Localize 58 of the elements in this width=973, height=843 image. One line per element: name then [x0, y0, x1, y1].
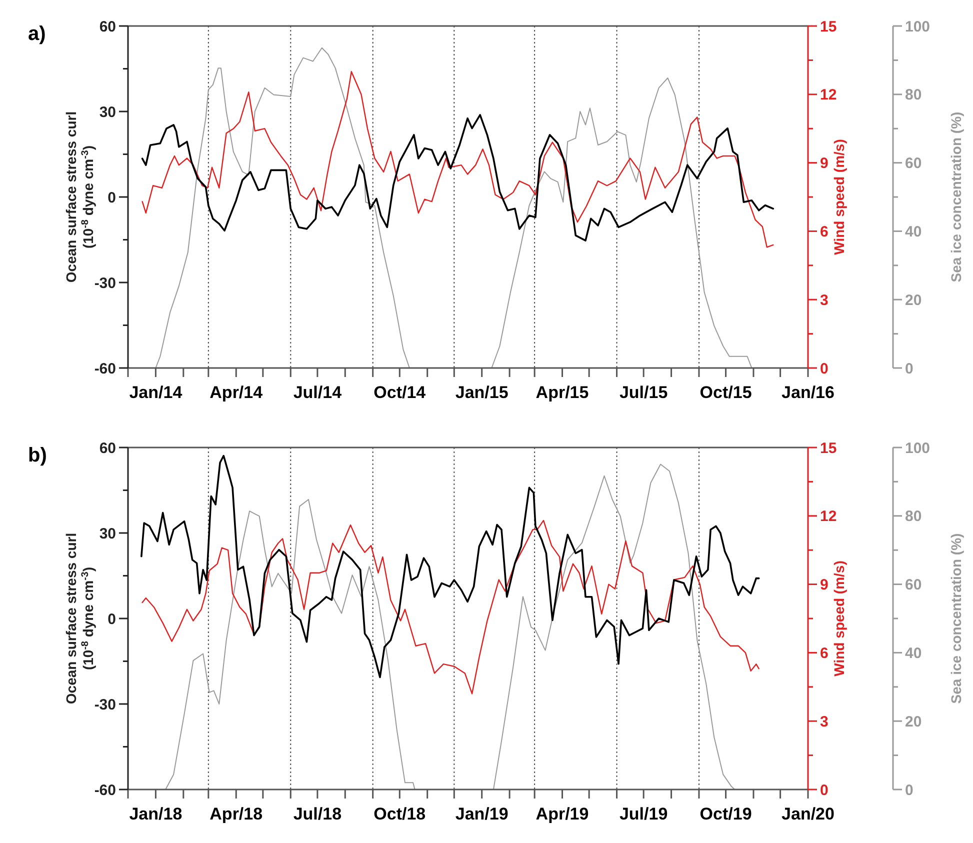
x-tick-label: Jan/19: [455, 804, 508, 824]
y-tick-label: -60: [94, 782, 116, 799]
y2-tick-label: 3: [820, 713, 828, 730]
y-tick-label: 0: [108, 189, 116, 206]
y2-tick-label: 15: [820, 18, 837, 36]
y2-tick-label: 12: [820, 86, 837, 104]
y2-tick-label: 9: [820, 576, 828, 594]
y3-tick-label: 60: [905, 155, 922, 172]
y3-tick-label: 100: [905, 440, 930, 457]
x-tick-label: Apr/15: [536, 383, 589, 402]
x-tick-label: Apr/18: [210, 804, 263, 824]
y3-tick-label: 40: [905, 644, 922, 662]
x-tick-label: Jul/15: [619, 383, 668, 402]
x-tick-label: Oct/15: [700, 383, 752, 402]
y2-axis-title: Wind speed (m/s): [831, 560, 847, 676]
y2-tick-label: 12: [820, 508, 837, 526]
y2-tick-label: 15: [820, 440, 837, 457]
x-tick-label: Oct/14: [374, 383, 426, 402]
y3-axis-title: Sea ice concentration (%): [948, 112, 964, 282]
y-tick-label: 30: [99, 104, 116, 121]
y-tick-label: 60: [99, 18, 116, 36]
x-tick-label: Jan/14: [129, 383, 183, 402]
y2-tick-label: 6: [820, 223, 828, 240]
y-tick-label: 30: [99, 525, 116, 542]
y2-axis-title: Wind speed (m/s): [831, 139, 847, 255]
y3-tick-label: 80: [905, 86, 922, 104]
y3-tick-label: 0: [905, 782, 914, 799]
x-tick-label: Oct/19: [700, 804, 752, 824]
y2-tick-label: 9: [820, 155, 828, 172]
y3-tick-label: 60: [905, 576, 922, 594]
y2-tick-label: 3: [820, 292, 828, 309]
y3-axis-title: Sea ice concentration (%): [948, 533, 964, 704]
chart-title: b): [28, 444, 47, 466]
x-tick-label: Jul/18: [293, 804, 342, 824]
y-tick-label: 60: [99, 440, 116, 457]
y3-tick-label: 100: [905, 18, 930, 36]
x-tick-label: Oct/18: [374, 804, 426, 824]
y-tick-label: -30: [94, 274, 116, 292]
y3-tick-label: 80: [905, 508, 922, 526]
x-tick-label: Apr/14: [210, 383, 264, 402]
x-tick-label: Jan/15: [455, 383, 508, 402]
x-tick-label: Jan/16: [782, 383, 834, 402]
y-tick-label: 0: [108, 610, 116, 628]
x-tick-label: Jul/19: [619, 804, 668, 824]
y2-tick-label: 0: [820, 360, 828, 378]
y3-tick-label: 40: [905, 223, 922, 240]
x-tick-label: Apr/19: [536, 804, 589, 824]
y3-tick-label: 20: [905, 713, 922, 730]
y3-tick-label: 0: [905, 360, 914, 378]
y2-tick-label: 0: [820, 782, 828, 799]
y3-tick-label: 20: [905, 292, 922, 309]
x-tick-label: Jan/20: [782, 804, 834, 824]
y-tick-label: -30: [94, 696, 116, 714]
chart-title: a): [28, 23, 46, 45]
y-tick-label: -60: [94, 360, 116, 378]
x-tick-label: Jul/14: [293, 383, 342, 402]
x-tick-label: Jan/18: [129, 804, 182, 824]
y2-tick-label: 6: [820, 644, 828, 662]
